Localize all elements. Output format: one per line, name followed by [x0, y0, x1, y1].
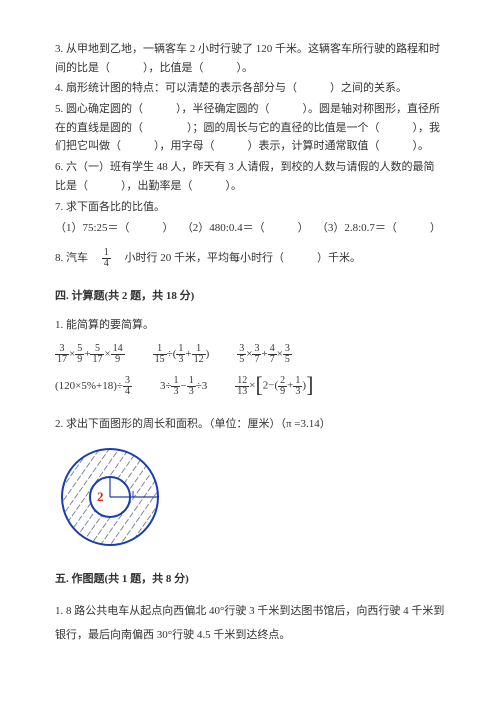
question-3: 3. 从甲地到乙地，一辆客车 2 小时行驶了 120 千米。这辆客车所行驶的路程… — [55, 40, 445, 77]
section-4-title: 四. 计算题(共 2 题，共 18 分) — [55, 287, 445, 306]
q8-text-b: 小时行 20 千米，平均每小时行（ ）千米。 — [114, 252, 362, 264]
question-4: 4. 扇形统计图的特点：可以清楚的表示各部分与（ ）之间的关系。 — [55, 79, 445, 98]
d: 9 — [278, 387, 287, 397]
q7-item-3: （3）2.8:0.7＝（ ） — [317, 222, 441, 234]
expr-4-text: (120×5%+18)÷ — [55, 380, 123, 392]
calc-row-2: (120×5%+18)÷34 3÷13−13÷3 1213×[2−(29+13)… — [55, 375, 445, 397]
expr-2: 115÷(13+112) — [153, 344, 210, 365]
d: 12 — [192, 355, 206, 365]
question-7: 7. 求下面各比的比值。 — [55, 198, 445, 217]
expr-6: 1213×[2−(29+13)] — [235, 375, 313, 397]
expr-3: 35×37+47×35 — [237, 344, 292, 365]
d: 17 — [90, 355, 104, 365]
d: 5 — [283, 355, 292, 365]
q7-item-2: （2）480:0.4＝（ ） — [182, 222, 303, 234]
d: 3 — [293, 387, 302, 397]
annulus-figure: 2 — [55, 442, 165, 552]
q7-item-1: （1）75:25＝（ ） — [55, 222, 168, 234]
calc-row-1: 317×59+517×149 115÷(13+112) 35×37+47×35 — [55, 344, 445, 365]
radius-label: 2 — [97, 489, 104, 504]
d: 17 — [55, 355, 69, 365]
d: 3 — [171, 387, 180, 397]
d: 9 — [75, 355, 84, 365]
question-7-items: （1）75:25＝（ ） （2）480:0.4＝（ ） （3）2.8:0.7＝（… — [55, 219, 445, 238]
question-5: 5. 圆心确定圆的（ ），半径确定圆的（ ）。圆是轴对称图形，直径所在的直线是圆… — [55, 100, 445, 156]
question-8: 8. 汽车 1 4 小时行 20 千米，平均每小时行（ ）千米。 — [55, 248, 445, 269]
d: 3 — [187, 387, 196, 397]
d: 3 — [176, 355, 185, 365]
expr-1: 317×59+517×149 — [55, 344, 125, 365]
s5-question-1: 1. 8 路公共电车从起点向西偏北 40°行驶 3 千米到达图书馆后，向西行驶 … — [55, 599, 445, 647]
fraction-denominator: 4 — [102, 259, 111, 269]
d: 7 — [268, 355, 277, 365]
expr-5: 3÷13−13÷3 — [160, 376, 207, 397]
expr-4: (120×5%+18)÷34 — [55, 376, 132, 397]
d: 7 — [252, 355, 261, 365]
q8-text-a: 8. 汽车 — [55, 252, 99, 264]
d: 4 — [123, 387, 132, 397]
d: 5 — [237, 355, 246, 365]
fraction-1-4: 1 4 — [102, 248, 111, 269]
s4-question-1: 1. 能简算的要简算。 — [55, 316, 445, 335]
question-6: 6. 六（一）班有学生 48 人，昨天有 3 人请假，到校的人数与请假的人数的最… — [55, 158, 445, 195]
section-5-title: 五. 作图题(共 1 题，共 8 分) — [55, 570, 445, 589]
s4-question-2: 2. 求出下面图形的周长和面积。（单位：厘米）（π =3.14） — [55, 415, 445, 434]
d: 13 — [235, 387, 249, 397]
d: 15 — [153, 355, 167, 365]
d: 9 — [111, 355, 125, 365]
